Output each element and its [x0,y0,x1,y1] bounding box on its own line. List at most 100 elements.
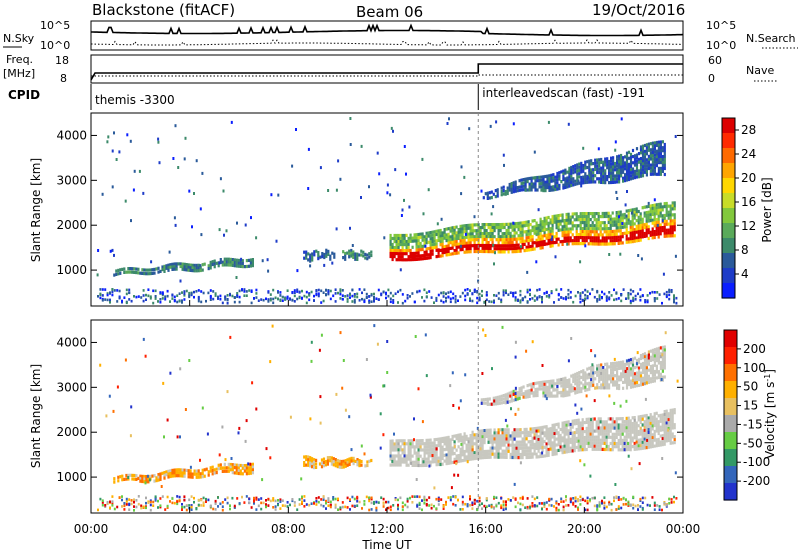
velocity-echo-cell [614,383,617,387]
power-echo-cell [311,258,314,262]
velocity-echo-cell [671,420,674,424]
velocity-echo-cell [673,408,676,412]
power-echo-cell [461,244,464,249]
power-ground-scatter [514,298,517,302]
power-echo-cell [540,188,543,192]
power-echo-cell [606,166,609,170]
velocity-echo-cell [525,446,528,450]
power-echo-cell [637,157,641,161]
power-echo-cell [568,178,571,182]
velocity-echo-cell [563,444,566,448]
power-echo-cell [653,156,656,161]
power-echo-cell [598,158,601,162]
power-echo-cell [429,231,432,235]
velocity-echo-cell [637,372,641,376]
power-echo-cell [437,229,440,233]
velocity-echo-cell [423,442,426,446]
power-echo-cell [602,172,605,176]
power-noise [235,276,238,279]
velocity-echo-cell [551,426,554,430]
velocity-echo-cell [439,460,442,464]
power-ground-scatter [176,300,179,304]
velocity-echo-cell [427,444,430,449]
velocity-echo-cell [595,426,598,430]
velocity-echo-cell [633,433,636,437]
velocity-echo-cell [615,417,618,421]
velocity-echo-cell [551,423,554,427]
velocity-echo-cell [513,437,516,441]
velocity-echo-cell [553,429,556,433]
velocity-echo-cell [551,447,554,451]
power-echo-cell [443,233,446,237]
power-echo-cell [235,258,238,262]
power-ground-scatter [428,290,431,293]
power-echo-cell [518,179,521,183]
velocity-echo-cell [602,383,605,387]
velocity-echo-cell [633,441,636,446]
velocity-echo-cell [249,468,252,472]
velocity-echo-cell [560,377,563,382]
velocity-echo-cell [531,452,534,456]
velocity-echo-cell [485,431,488,435]
power-ground-scatter [308,292,311,295]
velocity-echo-cell [655,444,658,448]
velocity-echo-cell [653,373,656,377]
power-echo-cell [193,266,196,270]
power-noise [223,233,225,237]
power-ground-scatter [217,297,219,300]
power-echo-cell [563,239,566,243]
power-echo-cell [659,214,662,218]
velocity-echo-cell [602,371,605,375]
velocity-echo-cell [487,452,490,456]
velocity-echo-cell [227,469,230,473]
velocity-echo-cell [653,421,656,425]
power-echo-cell [481,234,484,239]
velocity-echo-cell [505,440,508,444]
velocity-echo-cell [441,462,444,466]
power-echo-cell [354,255,357,259]
velocity-echo-cell [671,435,674,439]
power-echo-cell [555,223,558,227]
power-echo-cell [411,251,414,256]
velocity-echo-cell [509,443,512,447]
power-echo-cell [641,144,645,148]
power-ground-scatter [145,293,147,297]
power-echo-cell [457,228,460,232]
velocity-ground-scatter [152,500,155,504]
power-echo-cell [589,230,592,234]
power-echo-cell [524,185,527,189]
power-noise [647,201,650,205]
power-echo-cell [514,183,517,187]
velocity-echo-cell [557,443,560,447]
power-echo-cell [577,233,580,237]
power-ground-scatter [250,301,253,305]
velocity-echo-cell [607,448,610,452]
velocity-echo-cell [620,375,623,379]
velocity-echo-cell [145,477,148,481]
velocity-echo-cell [461,438,464,442]
power-ground-scatter [389,300,392,304]
power-noise [460,165,463,169]
velocity-echo-cell [583,445,586,449]
power-echo-cell [185,263,188,267]
velocity-echo-cell [346,458,349,462]
power-echo-cell [389,236,392,241]
power-echo-cell [506,191,509,196]
velocity-ground-scatter [200,498,203,502]
power-echo-cell [419,241,422,246]
velocity-echo-cell [139,474,142,478]
power-echo-cell [620,153,623,158]
velocity-echo-cell [651,370,654,374]
velocity-echo-cell [425,457,428,461]
power-echo-cell [615,220,618,224]
power-echo-cell [511,228,514,232]
velocity-echo-cell [419,439,422,443]
velocity-echo-cell [179,474,182,478]
power-ground-scatter [442,300,445,304]
power-echo-cell [647,204,650,208]
power-echo-cell [607,217,610,221]
velocity-echo-cell [399,457,402,461]
power-noise [111,248,114,252]
velocity-echo-cell [611,438,614,443]
power-echo-cell [477,229,480,233]
